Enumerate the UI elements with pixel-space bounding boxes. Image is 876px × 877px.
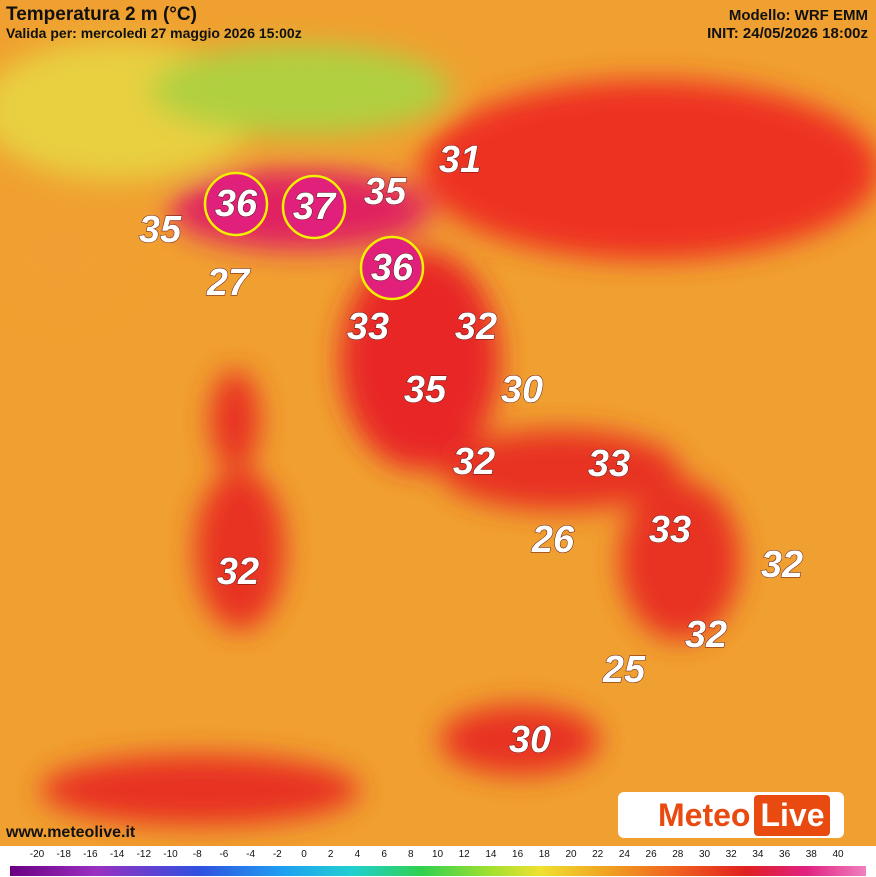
colorbar-tick: 16 (512, 849, 524, 860)
colorbar-tick: 40 (832, 849, 844, 860)
logo-meteo: Meteo (658, 796, 751, 833)
temperature-label: 36 (371, 247, 414, 289)
temperature-label: 32 (761, 544, 803, 586)
temperature-label: 36 (215, 183, 258, 225)
colorbar-tick: -20 (29, 849, 45, 860)
colorbar-tick: 28 (672, 849, 684, 860)
colorbar-tick: 0 (301, 849, 307, 860)
temperature-label: 32 (453, 441, 495, 483)
colorbar-tick: 36 (779, 849, 791, 860)
colorbar-tick: -16 (83, 849, 98, 860)
colorbar-tick: -2 (272, 849, 282, 860)
colorbar-tick: 24 (618, 849, 630, 860)
colorbar-tick: 2 (327, 849, 334, 860)
temperature-label: 32 (685, 614, 727, 656)
temperature-label: 33 (649, 509, 691, 551)
colorbar-tick: 12 (458, 849, 470, 860)
colorbar-tick: 10 (431, 849, 444, 860)
title: Temperatura 2 m (°C) (6, 4, 197, 25)
init-time: INIT: 24/05/2026 18:00z (707, 25, 868, 42)
highlight-circle (359, 235, 425, 301)
site-url: www.meteolive.it (6, 824, 136, 841)
temperature-label: 30 (509, 719, 551, 761)
colorbar-tick: -12 (136, 849, 152, 860)
highlight-circle (203, 171, 269, 237)
colorbar-tick: 32 (725, 849, 737, 860)
colorbar-tick: 18 (538, 849, 550, 860)
temperature-label: 25 (602, 649, 646, 691)
temperature-label: 35 (139, 209, 182, 251)
temperature-label: 26 (531, 519, 575, 561)
temperature-label: 32 (217, 551, 259, 593)
colorbar-tick: -8 (192, 849, 202, 860)
model: Modello: WRF EMM (728, 7, 868, 24)
temperature-label: 37 (293, 186, 337, 228)
colorbar-tick: 8 (408, 849, 414, 860)
temperature-label: 33 (347, 306, 389, 348)
temperature-label: 30 (501, 369, 543, 411)
temperature-label: 32 (455, 306, 497, 348)
colorbar-tick: 34 (752, 849, 764, 860)
colorbar-tick: 22 (592, 849, 604, 860)
colorbar-tick: 38 (805, 849, 817, 860)
colorbar-tick: 6 (381, 849, 387, 860)
temperature-label: 33 (588, 443, 630, 485)
colorbar-tick: 4 (354, 849, 361, 860)
logo: Meteo Live (618, 792, 844, 838)
colorbar-tick: 14 (485, 849, 497, 860)
colorbar-tick: -14 (109, 849, 125, 860)
colorbar-tick: -6 (219, 849, 229, 860)
temperature-label: 35 (364, 171, 407, 213)
colorbar (10, 866, 866, 876)
colorbar-tick: -10 (163, 849, 178, 860)
colorbar-tick: 20 (565, 849, 577, 860)
colorbar-tick: 30 (698, 849, 711, 860)
colorbar-tick: 26 (645, 849, 657, 860)
logo-live: Live (754, 794, 831, 836)
colorbar-tick: -18 (56, 849, 71, 860)
temperature-field (0, 40, 876, 825)
temperature-label: 35 (404, 369, 447, 411)
colorbar-tick: -4 (246, 849, 256, 860)
valid-time: Valida per: mercoledì 27 maggio 2026 15:… (6, 25, 302, 41)
temperature-label: 27 (206, 262, 251, 304)
highlight-circle (281, 174, 347, 240)
temperature-label: 31 (439, 139, 481, 181)
